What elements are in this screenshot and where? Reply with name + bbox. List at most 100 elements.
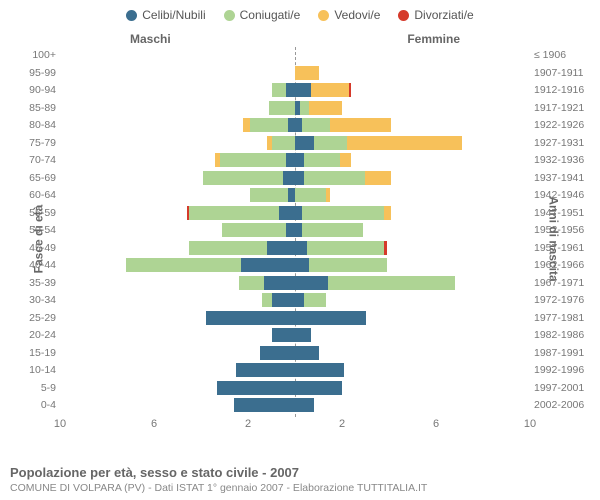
age-row: 30-341972-1976: [60, 292, 530, 308]
age-label: 65-69: [12, 170, 56, 186]
bar-segment: [295, 83, 311, 97]
pyramid-chart: Maschi Femmine Fasce di età Anni di nasc…: [0, 22, 600, 442]
male-bar: [60, 223, 295, 237]
bar-segment: [304, 293, 325, 307]
bar-segment: [295, 328, 311, 342]
bar-segment: [295, 311, 366, 325]
bar-segment: [222, 223, 285, 237]
bar-segment: [302, 223, 363, 237]
age-row: 95-991907-1911: [60, 65, 530, 81]
age-row: 70-741932-1936: [60, 152, 530, 168]
bar-segment: [304, 171, 365, 185]
age-row: 10-141992-1996: [60, 362, 530, 378]
bar-segment: [295, 223, 302, 237]
female-header: Femmine: [407, 32, 460, 46]
chart-subtitle: COMUNE DI VOLPARA (PV) - Dati ISTAT 1° g…: [10, 482, 427, 494]
bar-segment: [330, 118, 391, 132]
age-label: 35-39: [12, 275, 56, 291]
birth-label: 1982-1986: [534, 327, 594, 343]
birth-label: 1917-1921: [534, 100, 594, 116]
bar-segment: [309, 258, 387, 272]
x-axis: 10622610: [60, 418, 530, 436]
legend-item: Coniugati/e: [224, 8, 301, 22]
bar-segment: [349, 83, 351, 97]
age-row: 40-441962-1966: [60, 257, 530, 273]
bar-segment: [243, 118, 250, 132]
bar-segment: [295, 66, 319, 80]
female-bar: [295, 293, 530, 307]
female-bar: [295, 188, 530, 202]
male-bar: [60, 83, 295, 97]
age-row: 85-891917-1921: [60, 100, 530, 116]
male-bar: [60, 171, 295, 185]
bar-segment: [295, 398, 314, 412]
male-bar: [60, 311, 295, 325]
bar-segment: [307, 241, 385, 255]
birth-label: 1912-1916: [534, 82, 594, 98]
birth-label: 1932-1936: [534, 152, 594, 168]
male-bar: [60, 101, 295, 115]
bar-segment: [279, 206, 295, 220]
birth-label: 1997-2001: [534, 380, 594, 396]
age-row: 90-941912-1916: [60, 82, 530, 98]
bar-segment: [234, 398, 295, 412]
male-bar: [60, 363, 295, 377]
chart-title: Popolazione per età, sesso e stato civil…: [10, 465, 427, 480]
age-label: 0-4: [12, 397, 56, 413]
age-row: 60-641942-1946: [60, 187, 530, 203]
age-row: 100+≤ 1906: [60, 47, 530, 63]
bar-segment: [328, 276, 455, 290]
male-bar: [60, 398, 295, 412]
male-bar: [60, 241, 295, 255]
age-label: 20-24: [12, 327, 56, 343]
bar-segment: [272, 328, 296, 342]
female-bar: [295, 136, 530, 150]
bar-segment: [206, 311, 295, 325]
birth-label: 1967-1971: [534, 275, 594, 291]
legend-swatch: [224, 10, 235, 21]
female-bar: [295, 66, 530, 80]
age-label: 60-64: [12, 187, 56, 203]
female-bar: [295, 171, 530, 185]
bar-segment: [260, 346, 295, 360]
age-label: 30-34: [12, 292, 56, 308]
x-tick: 2: [339, 418, 345, 430]
legend-label: Coniugati/e: [240, 8, 301, 22]
birth-label: 1972-1976: [534, 292, 594, 308]
chart-footer: Popolazione per età, sesso e stato civil…: [10, 465, 427, 494]
birth-label: 2002-2006: [534, 397, 594, 413]
bar-segment: [365, 171, 391, 185]
bar-segment: [288, 188, 295, 202]
bar-segment: [347, 136, 462, 150]
age-row: 55-591947-1951: [60, 205, 530, 221]
age-row: 5-91997-2001: [60, 380, 530, 396]
male-bar: [60, 66, 295, 80]
female-bar: [295, 276, 530, 290]
age-row: 35-391967-1971: [60, 275, 530, 291]
age-row: 20-241982-1986: [60, 327, 530, 343]
bar-segment: [272, 293, 296, 307]
bar-segment: [250, 118, 288, 132]
birth-label: 1977-1981: [534, 310, 594, 326]
bar-segment: [314, 136, 347, 150]
age-label: 90-94: [12, 82, 56, 98]
bar-segment: [189, 206, 278, 220]
bar-segment: [264, 276, 295, 290]
bar-segment: [295, 363, 344, 377]
legend-item: Celibi/Nubili: [126, 8, 205, 22]
birth-label: ≤ 1906: [534, 47, 594, 63]
female-bar: [295, 311, 530, 325]
female-bar: [295, 83, 530, 97]
female-bar: [295, 328, 530, 342]
birth-label: 1962-1966: [534, 257, 594, 273]
bar-segment: [295, 136, 314, 150]
female-bar: [295, 48, 530, 62]
bar-segment: [241, 258, 295, 272]
legend: Celibi/NubiliConiugati/eVedovi/eDivorzia…: [0, 0, 600, 22]
bar-segment: [295, 241, 307, 255]
bar-segment: [295, 293, 304, 307]
legend-swatch: [126, 10, 137, 21]
female-bar: [295, 118, 530, 132]
bar-segment: [302, 206, 384, 220]
bar-segment: [295, 381, 342, 395]
